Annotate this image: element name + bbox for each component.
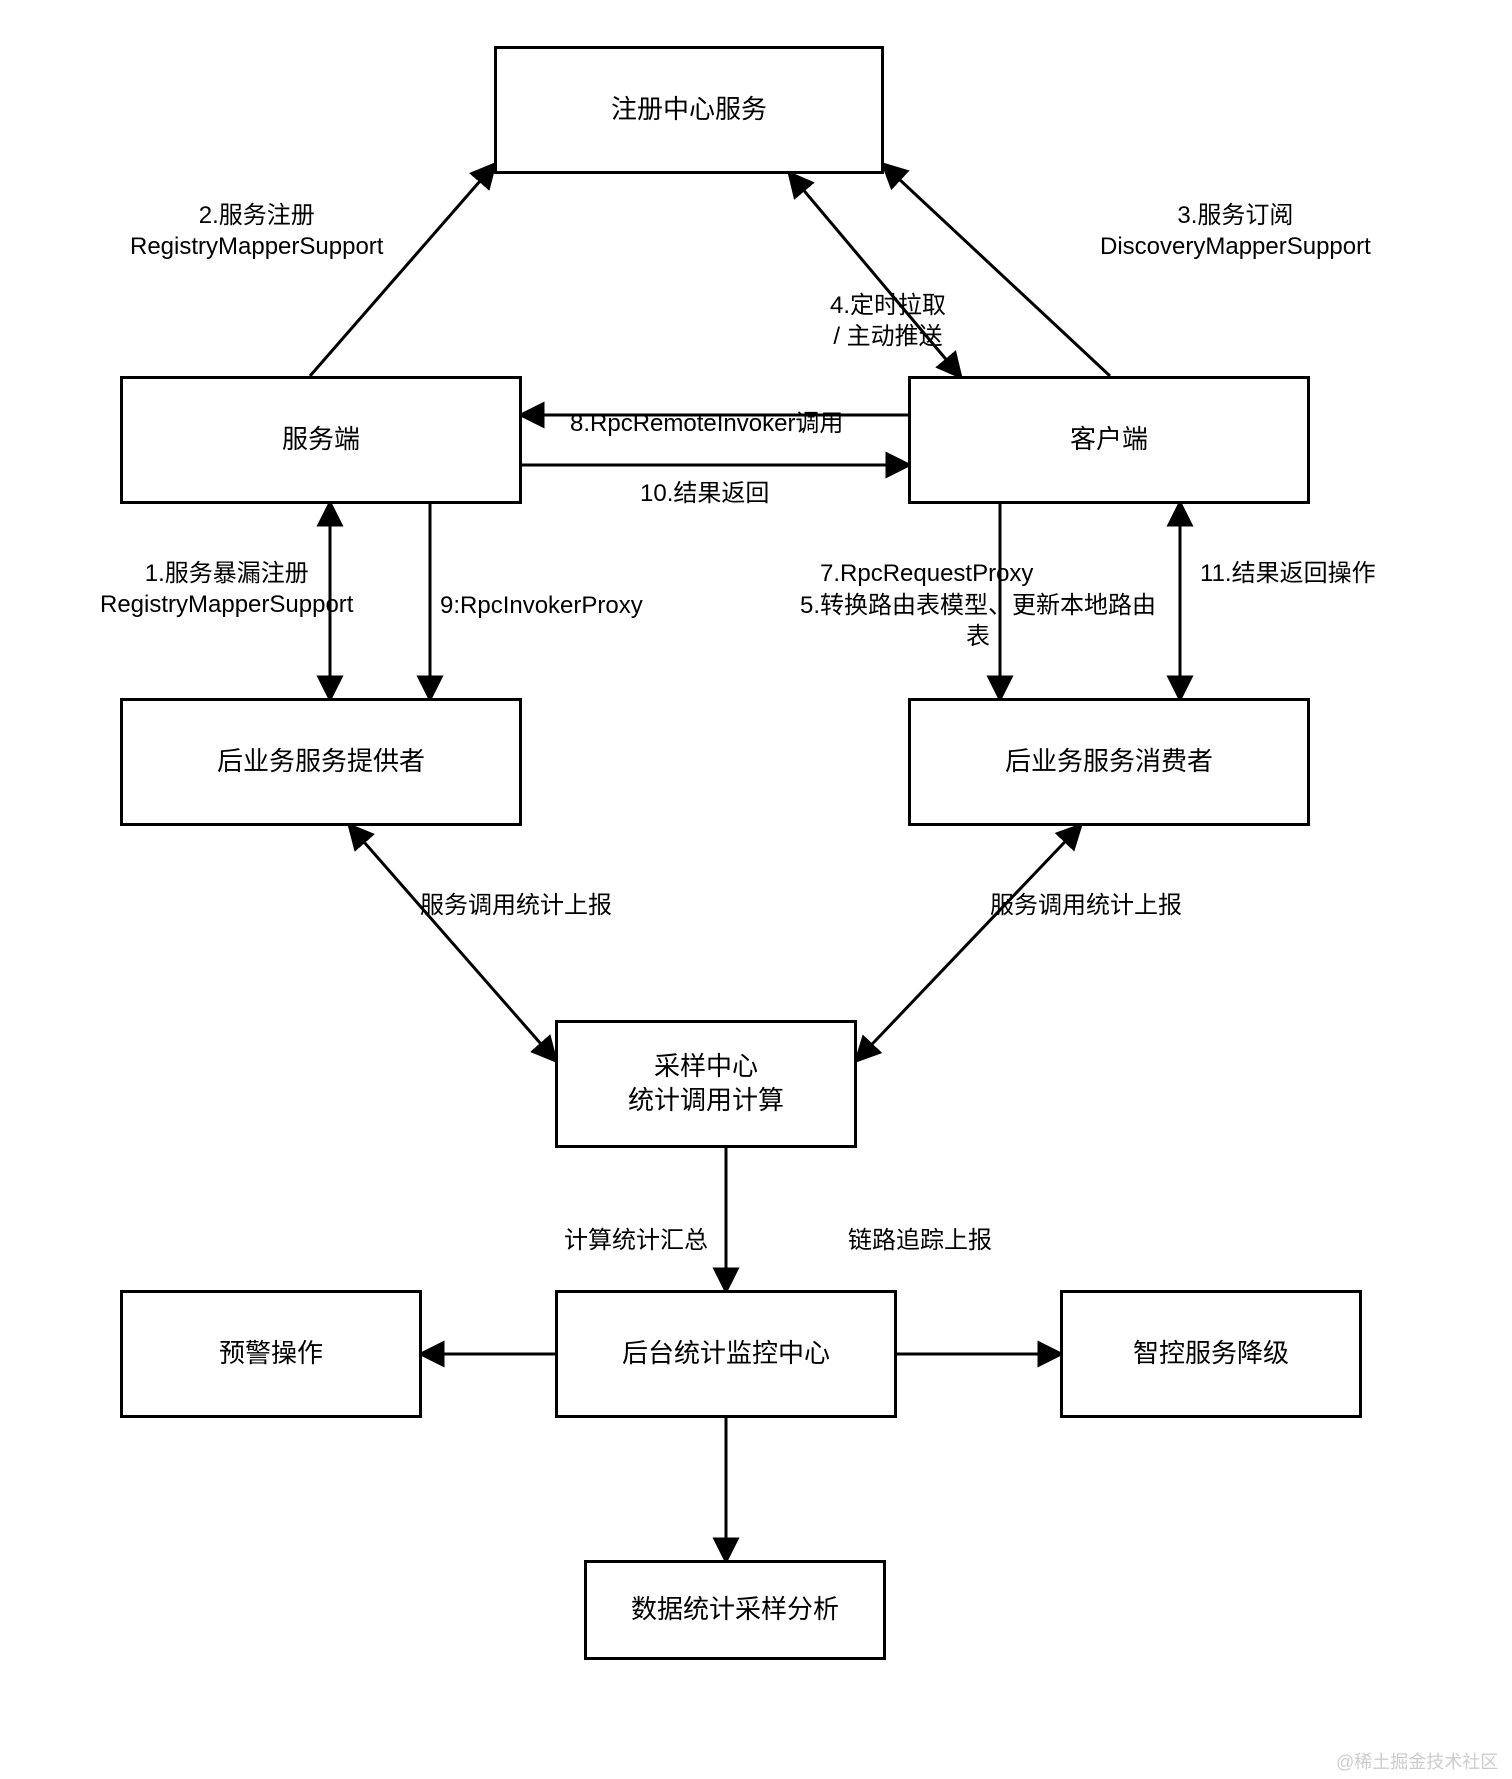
node-label: 数据统计采样分析 [631, 1593, 839, 1627]
diagram-canvas: 注册中心服务 服务端 客户端 后业务服务提供者 后业务服务消费者 采样中心 统计… [0, 0, 1512, 1779]
edge-label-2: 2.服务注册 RegistryMapperSupport [130, 200, 383, 262]
edge-label-10: 10.结果返回 [640, 478, 769, 509]
edge-label-1: 1.服务暴漏注册 RegistryMapperSupport [100, 558, 353, 620]
node-label: 智控服务降级 [1133, 1337, 1289, 1371]
node-client: 客户端 [908, 376, 1310, 504]
node-label: 后台统计监控中心 [622, 1337, 830, 1371]
node-sampler: 采样中心 统计调用计算 [555, 1020, 857, 1148]
node-degrade: 智控服务降级 [1060, 1290, 1362, 1418]
edge-label-trace: 链路追踪上报 [848, 1225, 992, 1256]
edge-label-5: 5.转换路由表模型、更新本地路由 表 [800, 590, 1156, 652]
node-label: 服务端 [282, 423, 360, 457]
edge-label-9: 9:RpcInvokerProxy [440, 590, 643, 621]
edge-label-7: 7.RpcRequestProxy [820, 558, 1033, 589]
edge-label-8: 8.RpcRemoteInvoker调用 [570, 408, 843, 439]
watermark: @稀土掘金技术社区 [1336, 1748, 1498, 1774]
node-monitor: 后台统计监控中心 [555, 1290, 897, 1418]
node-label-line2: 统计调用计算 [628, 1084, 784, 1118]
node-label: 预警操作 [219, 1337, 323, 1371]
edge-label-3: 3.服务订阅 DiscoveryMapperSupport [1100, 200, 1371, 262]
edge-label-11: 11.结果返回操作 [1200, 558, 1376, 589]
node-analysis: 数据统计采样分析 [584, 1560, 886, 1660]
edge-label-4: 4.定时拉取 / 主动推送 [830, 290, 946, 352]
node-label: 后业务服务消费者 [1005, 745, 1213, 779]
edge-label-report-l: 服务调用统计上报 [420, 890, 612, 921]
node-server: 服务端 [120, 376, 522, 504]
edge-label-report-r: 服务调用统计上报 [990, 890, 1182, 921]
node-consumer: 后业务服务消费者 [908, 698, 1310, 826]
node-registry: 注册中心服务 [494, 46, 884, 174]
arrows-layer [0, 0, 1512, 1779]
node-label: 后业务服务提供者 [217, 745, 425, 779]
node-alert: 预警操作 [120, 1290, 422, 1418]
node-label: 注册中心服务 [611, 93, 767, 127]
edge-label-calc: 计算统计汇总 [564, 1225, 708, 1256]
node-provider: 后业务服务提供者 [120, 698, 522, 826]
node-label: 客户端 [1070, 423, 1148, 457]
node-label-line1: 采样中心 [654, 1050, 758, 1084]
